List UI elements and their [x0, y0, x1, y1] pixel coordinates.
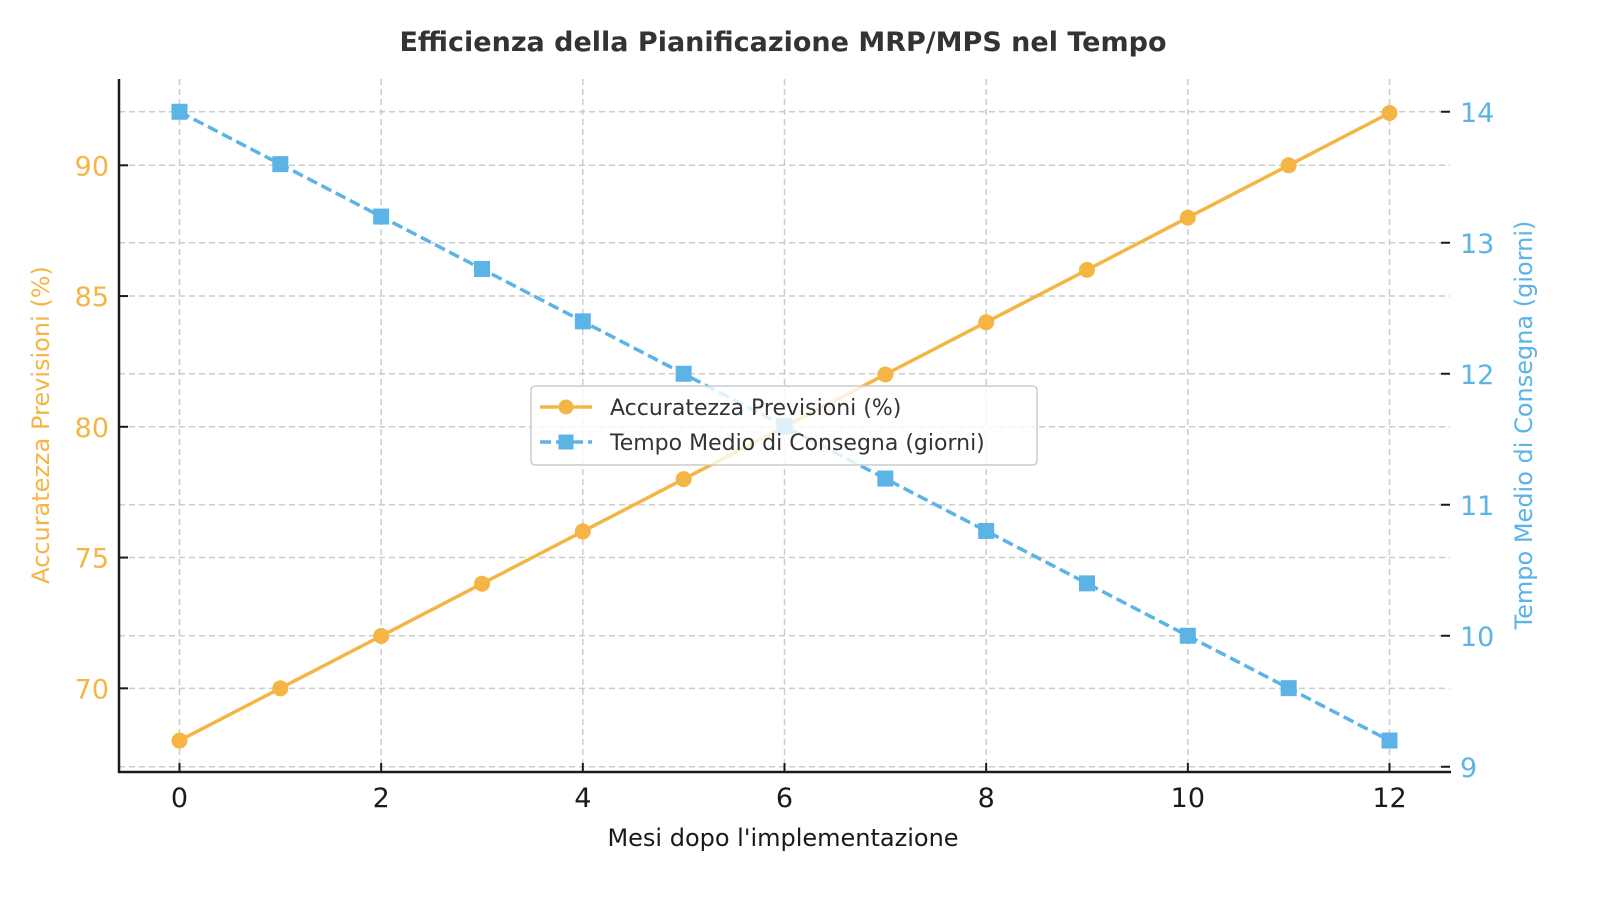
- data-point: [1179, 209, 1196, 226]
- data-point: [373, 208, 390, 225]
- data-point: [1381, 104, 1398, 121]
- data-point: [171, 732, 188, 749]
- chart-title: Efficienza della Pianificazione MRP/MPS …: [399, 27, 1166, 58]
- data-point: [474, 260, 490, 277]
- data-point: [1079, 575, 1095, 592]
- data-point: [675, 471, 692, 488]
- data-point: [373, 628, 390, 645]
- x-axis-label: Mesi dopo l'implementazione: [607, 824, 958, 852]
- right-y-ticks: 9 10 11 12 13 14: [1441, 98, 1494, 784]
- data-point: [574, 523, 591, 540]
- left-y-tick-label: 75: [75, 544, 109, 575]
- right-y-axis-label: Tempo Medio di Consegna (giorni): [1510, 221, 1538, 631]
- right-y-tick-label: 12: [1460, 360, 1494, 391]
- right-y-tick-label: 10: [1460, 622, 1494, 653]
- x-tick-label: 0: [171, 783, 188, 814]
- x-tick-label: 12: [1372, 783, 1406, 814]
- data-point: [877, 470, 894, 487]
- data-point: [1079, 261, 1095, 278]
- legend-item-accuracy: Accuratezza Previsioni (%): [540, 396, 901, 421]
- data-point: [1280, 680, 1297, 697]
- legend-box: [530, 385, 1038, 466]
- x-ticks: 0 2 4 6 8 10 12: [171, 763, 1407, 814]
- left-y-tick-label: 90: [75, 151, 109, 182]
- data-point: [272, 680, 289, 697]
- left-y-axis-label: Accuratezza Previsioni (%): [27, 266, 55, 584]
- legend-label-lead-time: Tempo Medio di Consegna (giorni): [609, 431, 985, 456]
- x-tick-label: 6: [776, 783, 793, 814]
- right-y-tick-label: 13: [1460, 229, 1494, 260]
- data-point: [1280, 157, 1297, 174]
- right-y-tick-label: 9: [1460, 753, 1477, 784]
- data-point: [171, 103, 188, 120]
- x-tick-label: 2: [373, 783, 390, 814]
- left-y-tick-label: 80: [75, 413, 109, 444]
- data-point: [1179, 627, 1196, 644]
- left-y-tick-label: 70: [75, 674, 109, 705]
- legend-item-lead-time: Tempo Medio di Consegna (giorni): [540, 431, 985, 456]
- data-point: [978, 522, 995, 539]
- legend: Accuratezza Previsioni (%) Tempo Medio d…: [530, 385, 1038, 466]
- right-y-tick-label: 11: [1460, 491, 1494, 522]
- left-y-tick-label: 85: [75, 282, 109, 313]
- data-point: [1381, 732, 1398, 749]
- data-point: [574, 313, 591, 330]
- legend-swatch-marker-square: [558, 434, 574, 450]
- legend-swatch-marker-circle: [558, 399, 574, 415]
- x-tick-label: 4: [574, 783, 591, 814]
- x-tick-label: 10: [1171, 783, 1205, 814]
- data-point: [675, 365, 692, 382]
- right-y-tick-label: 14: [1460, 98, 1494, 129]
- data-point: [474, 575, 490, 592]
- data-point: [877, 366, 894, 383]
- x-tick-label: 8: [978, 783, 995, 814]
- legend-label-accuracy: Accuratezza Previsioni (%): [610, 396, 901, 421]
- left-y-ticks: 70 75 80 85 90: [75, 151, 128, 705]
- data-point: [978, 314, 995, 331]
- data-point: [272, 156, 289, 173]
